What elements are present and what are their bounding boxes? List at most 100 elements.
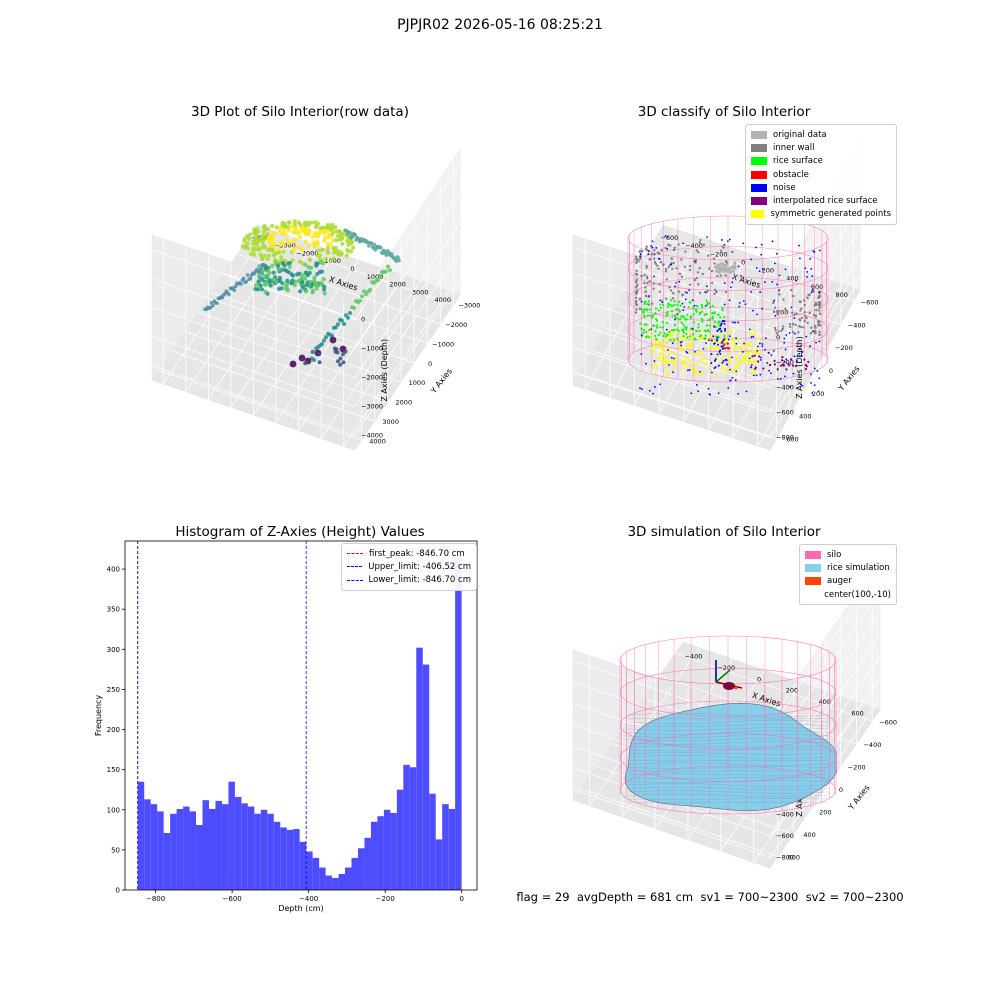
- plot1-y-tick-label: 1000: [409, 379, 426, 387]
- plot2-inner-wall-point: [818, 306, 821, 309]
- plot2-inner-wall-point: [721, 245, 724, 248]
- plot2-noise-point: [711, 371, 713, 374]
- plot2-noise-point: [752, 335, 755, 338]
- plot2-rice-point: [648, 328, 651, 331]
- plot1-point: [313, 220, 318, 225]
- plot1-point: [339, 236, 345, 241]
- plot2-noise-point: [761, 343, 764, 345]
- plot1-point: [244, 279, 249, 284]
- histogram-bar: [306, 851, 313, 890]
- plot2-inner-wall-point: [666, 243, 670, 246]
- plot2-symmetric-point: [662, 349, 666, 353]
- plot1-point: [258, 283, 263, 288]
- legend-swatch: [751, 197, 767, 206]
- plot2-inner-wall-point: [792, 294, 795, 298]
- plot2-inner-wall-point: [814, 301, 818, 305]
- plot4-rice-surface: [624, 702, 837, 811]
- plot2-symmetric-point: [731, 339, 734, 342]
- plot2-inner-wall-point: [695, 276, 698, 280]
- plot2-interpolated-point: [773, 359, 776, 363]
- plot1-point: [280, 281, 285, 286]
- plot2-noise-point: [648, 295, 650, 297]
- plot2-noise-point: [672, 371, 674, 374]
- histogram-bar: [377, 816, 384, 890]
- plot2-noise-point: [647, 253, 650, 255]
- plot1-point: [272, 253, 277, 258]
- plot2-inner-wall-point: [800, 307, 803, 310]
- plot1-title: 3D Plot of Silo Interior(row data): [191, 104, 409, 120]
- histogram-bar: [319, 867, 326, 890]
- plot1-point: [253, 283, 259, 288]
- plot2-inner-wall-point: [794, 323, 797, 327]
- plot1-x-tick-label: 0: [350, 265, 354, 273]
- status-footer: flag = 29 avgDepth = 681 cm sv1 = 700~23…: [500, 890, 920, 904]
- plot2-symmetric-point: [683, 367, 686, 370]
- plot2-rice-point: [708, 324, 711, 327]
- plot2-noise-point: [779, 378, 782, 380]
- plot2-inner-wall-point: [720, 249, 723, 252]
- plot2-inner-wall-point: [645, 264, 648, 268]
- plot2-inner-wall-point: [698, 267, 701, 270]
- histogram-bar: [170, 813, 177, 890]
- plot2-inner-wall-point: [658, 290, 661, 293]
- plot1-point: [296, 220, 301, 225]
- plot2-noise-point: [801, 384, 804, 387]
- plot2-rice-point: [666, 305, 670, 308]
- plot2-inner-wall-point: [791, 330, 795, 334]
- plot2-symmetric-point: [722, 355, 725, 358]
- plot2-rice-point: [680, 321, 683, 324]
- plot2-noise-point: [800, 355, 803, 358]
- plot2-noise-point: [805, 335, 808, 338]
- plot2-obstacle-point: [726, 342, 729, 345]
- plot2-inner-wall-point: [788, 322, 792, 326]
- legend-label: symmetric generated points: [770, 209, 891, 220]
- plot2-rice-point: [676, 337, 679, 340]
- plot2-inner-wall-point: [803, 299, 806, 302]
- plot2-symmetric-point: [708, 335, 712, 338]
- plot1-y-axis-label: Y Axies: [428, 367, 454, 396]
- plot2-inner-wall-point: [680, 258, 683, 261]
- plot2-inner-wall-point: [817, 309, 821, 312]
- plot2-inner-wall-point: [699, 238, 702, 242]
- plot1-point: [273, 260, 278, 266]
- plot2-symmetric-point: [727, 370, 730, 373]
- plot2-noise-point: [650, 245, 652, 247]
- plot1-point: [261, 243, 266, 248]
- plot1-point: [242, 236, 247, 241]
- plot1-z-tick-label: 0: [361, 316, 365, 324]
- plot2-symmetric-point: [729, 331, 733, 334]
- plot4-title: 3D simulation of Silo Interior: [627, 524, 821, 540]
- plot1-point: [301, 227, 306, 232]
- avg-depth-readout: avgDepth = 681 cm: [576, 890, 694, 904]
- plot4-x-tick-label: 0: [757, 675, 761, 683]
- plot1-point: [215, 301, 219, 305]
- plot1-point: [254, 242, 259, 247]
- plot1-point: [370, 280, 374, 285]
- plot2-noise-point: [745, 390, 748, 393]
- plot1-point: [308, 279, 313, 284]
- plot1-point: [354, 299, 358, 304]
- plot2-symmetric-point: [665, 360, 668, 363]
- plot1-point: [317, 360, 322, 365]
- plot2-interpolated-point: [782, 364, 785, 367]
- plot1-point: [334, 229, 339, 234]
- plot2-rice-point: [661, 303, 665, 306]
- plot2-rice-point: [679, 304, 682, 307]
- plot2-noise-point: [742, 242, 745, 245]
- plot2-rice-point: [654, 334, 657, 338]
- plot2-rice-point: [709, 306, 712, 309]
- legend-line: [347, 579, 363, 581]
- plot2-rice-point: [671, 305, 674, 308]
- plot4-legend: silo rice simulation auger center(100,-1…: [799, 544, 897, 606]
- plot2-interpolated-point: [751, 355, 754, 358]
- plot2-rice-point: [706, 303, 709, 307]
- histogram-x-tick-label: −200: [376, 895, 395, 903]
- plot2-symmetric-point: [733, 348, 736, 351]
- plot2-noise-point: [804, 267, 807, 270]
- plot2-rice-point: [704, 334, 707, 337]
- legend-line: [347, 553, 363, 555]
- plot2-inner-wall-point: [781, 325, 785, 328]
- plot2-inner-wall-point: [659, 260, 663, 264]
- plot2-noise-point: [713, 359, 716, 362]
- plot1-gridline-z: [151, 222, 461, 378]
